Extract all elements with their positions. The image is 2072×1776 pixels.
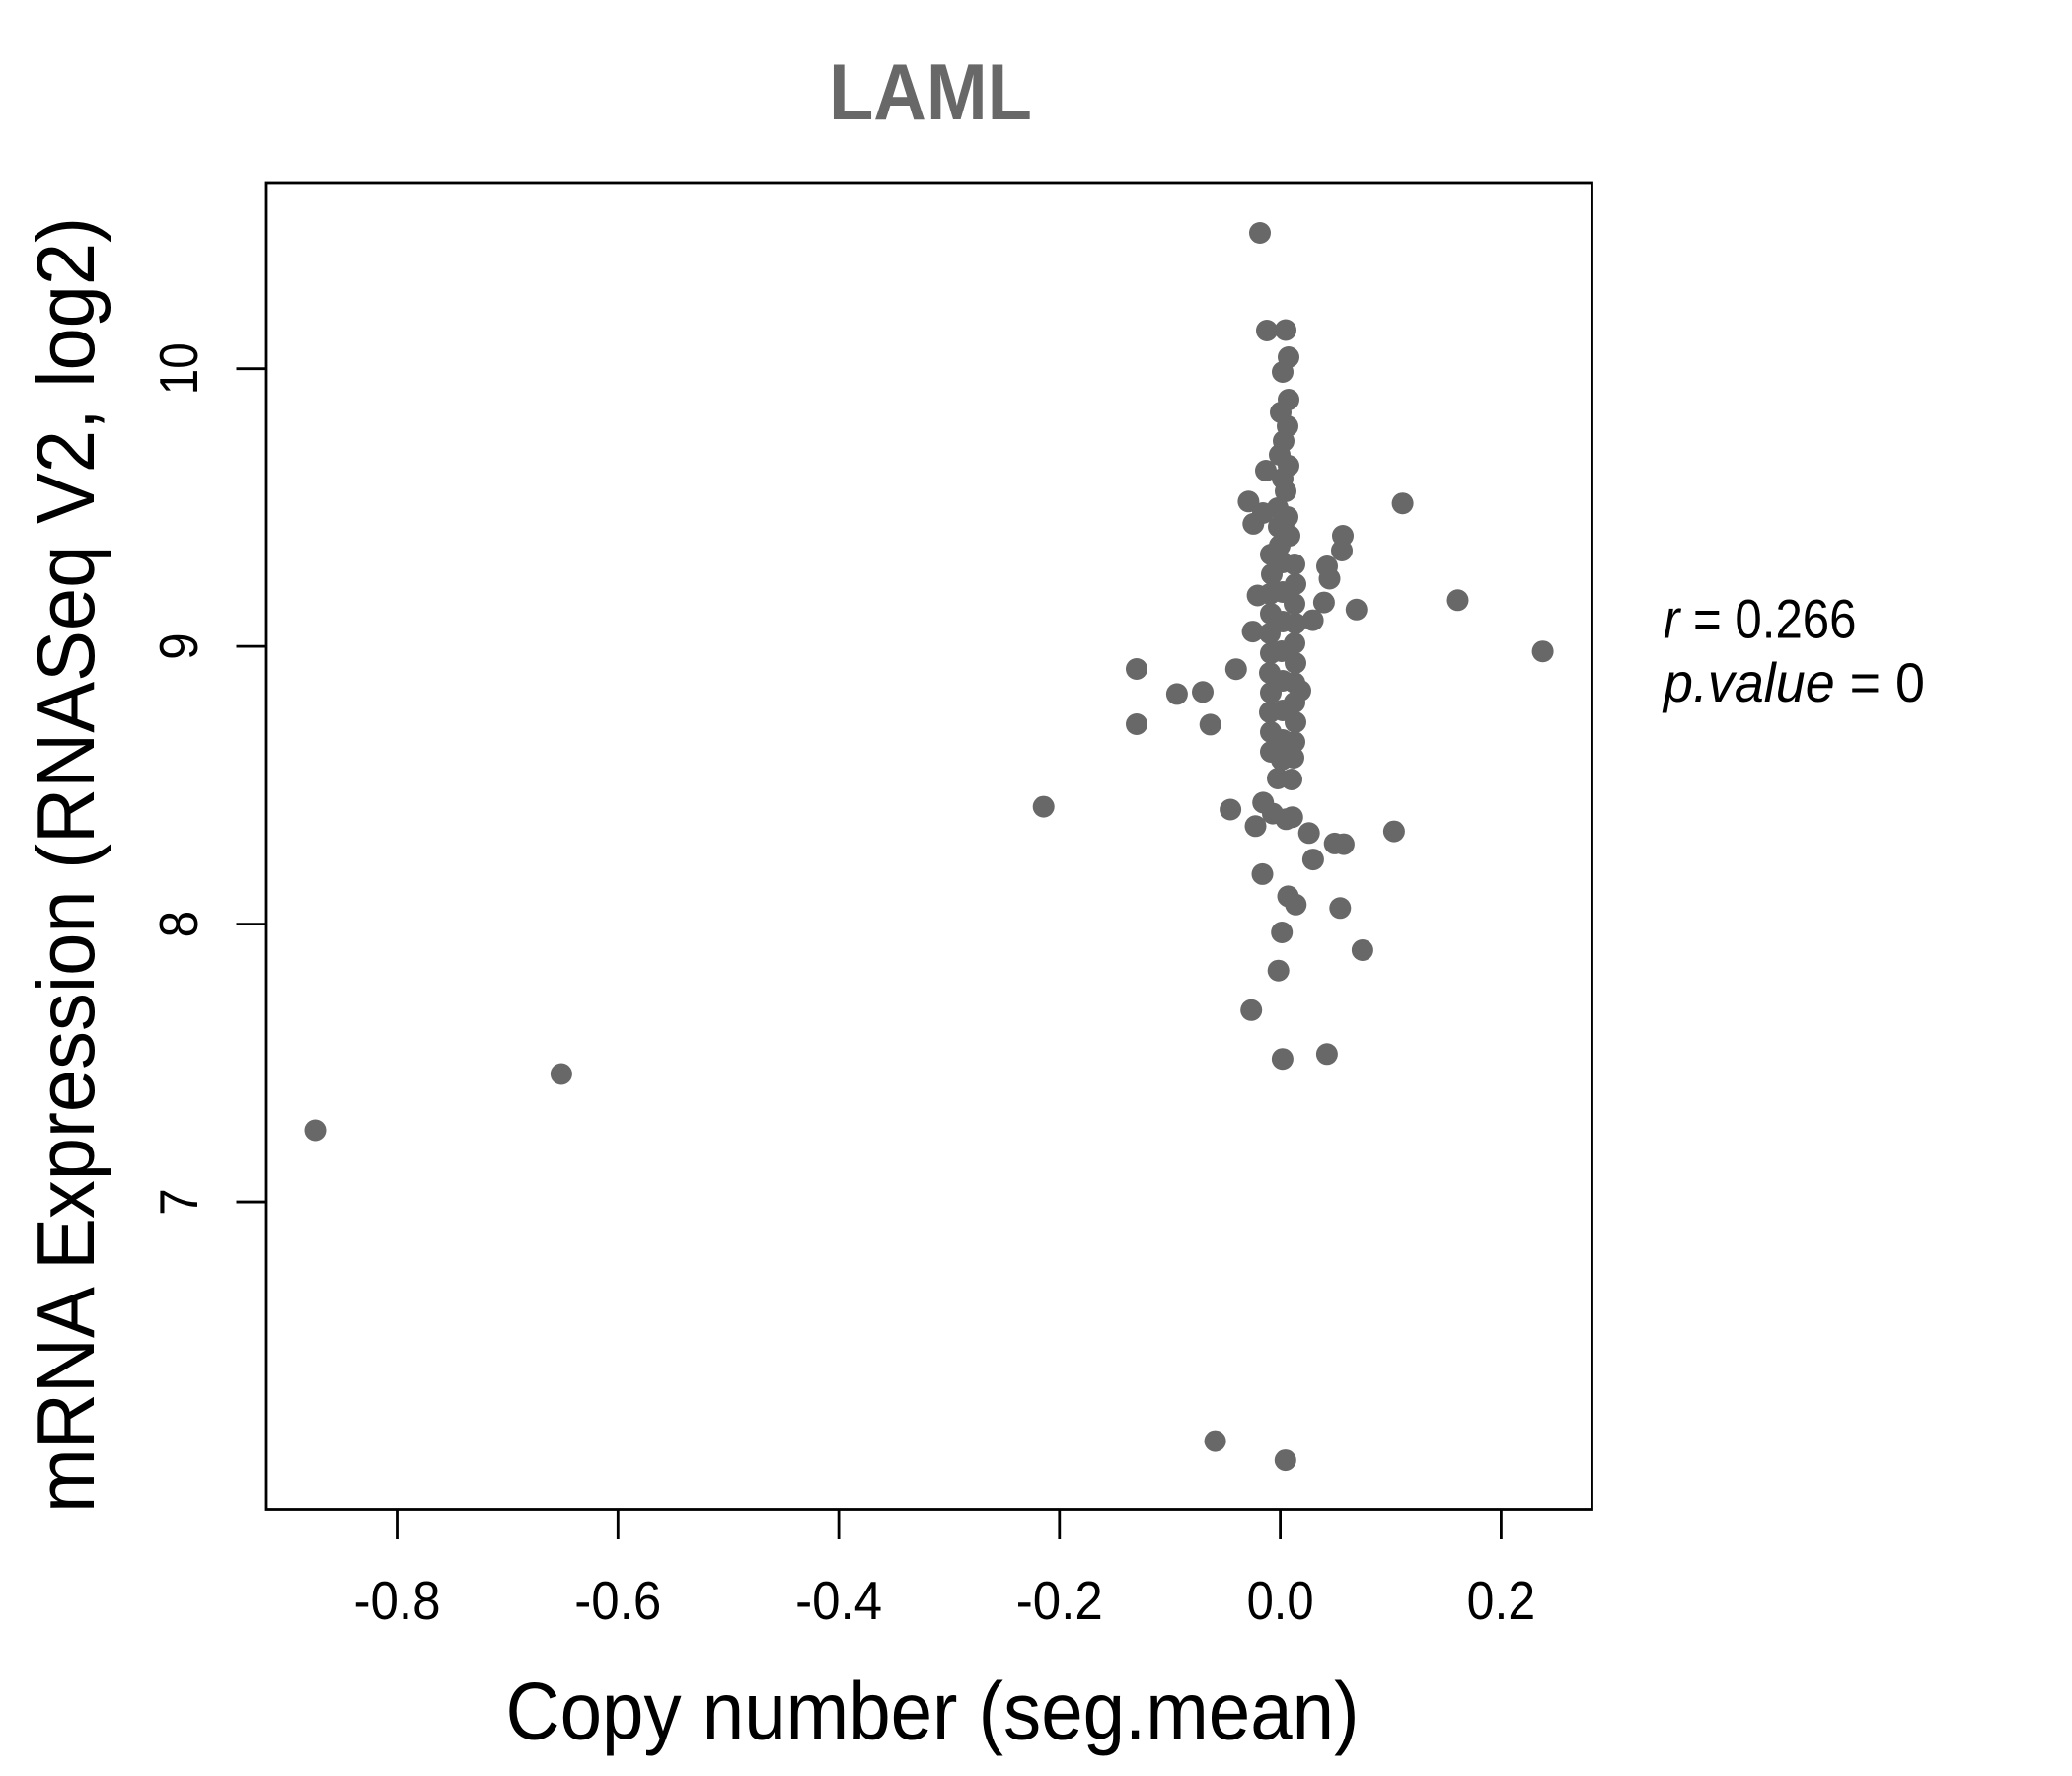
svg-text:-0.8: -0.8: [354, 1570, 441, 1631]
svg-text:mRNA Expression (RNASeq V2, lo: mRNA Expression (RNASeq V2, log2): [20, 217, 111, 1513]
svg-text:r = 0.266: r = 0.266: [1664, 589, 1857, 650]
svg-text:Copy number (seg.mean): Copy number (seg.mean): [506, 1665, 1360, 1757]
svg-text:7: 7: [148, 1188, 209, 1216]
svg-text:9: 9: [148, 632, 209, 660]
svg-text:0.2: 0.2: [1467, 1570, 1536, 1631]
svg-text:-0.6: -0.6: [574, 1570, 661, 1631]
svg-text:p.value = 0: p.value = 0: [1662, 652, 1925, 713]
svg-text:10: 10: [148, 342, 209, 395]
svg-text:0.0: 0.0: [1247, 1570, 1314, 1631]
svg-text:8: 8: [148, 911, 209, 938]
svg-text:-0.4: -0.4: [795, 1570, 882, 1631]
svg-text:-0.2: -0.2: [1016, 1570, 1103, 1631]
svg-text:LAML: LAML: [829, 48, 1032, 137]
